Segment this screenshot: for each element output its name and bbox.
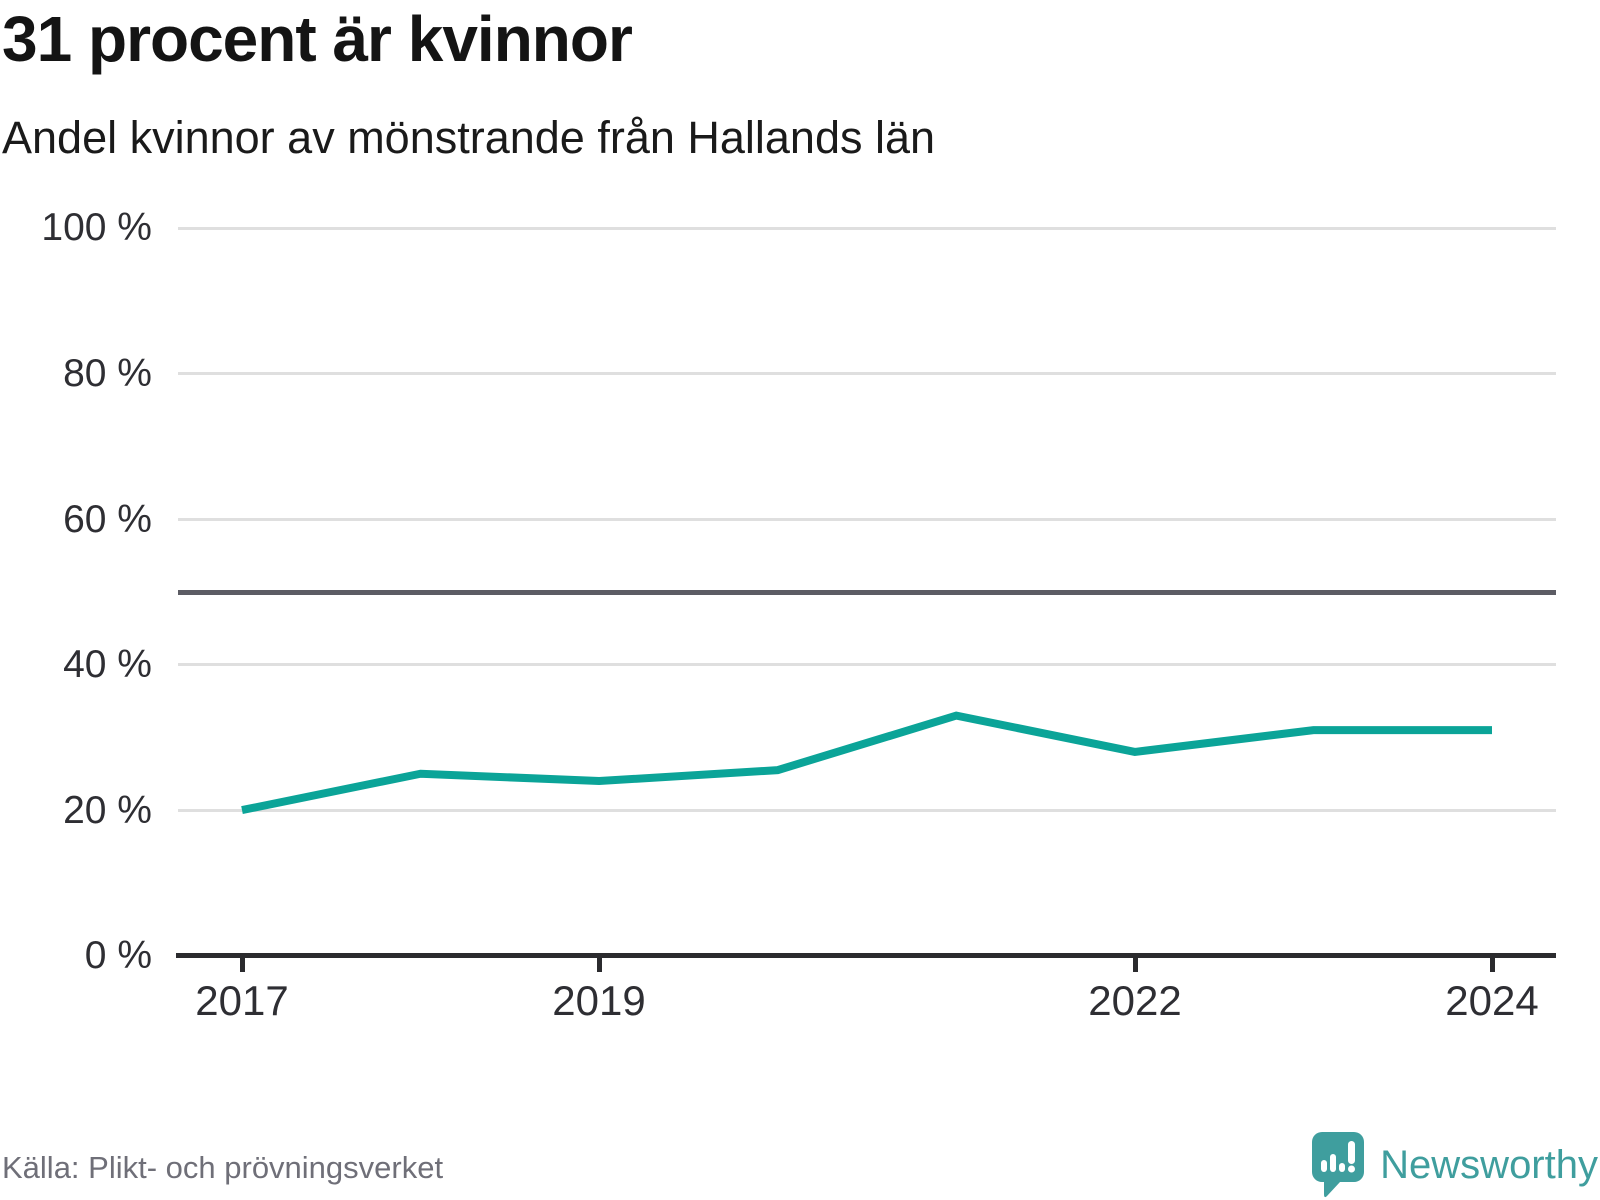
x-axis-line bbox=[176, 953, 1556, 958]
x-tick-2019 bbox=[597, 956, 602, 972]
reference-line-50 bbox=[178, 590, 1556, 595]
y-tick-label-40: 40 % bbox=[63, 643, 152, 686]
gridline-20 bbox=[178, 809, 1556, 812]
x-tick-label-2024: 2024 bbox=[1445, 977, 1539, 1024]
chart-subtitle: Andel kvinnor av mönstrande från Halland… bbox=[2, 112, 936, 163]
x-tick-label-2022: 2022 bbox=[1088, 977, 1182, 1024]
gridline-40 bbox=[178, 663, 1556, 666]
newsworthy-brand-name: Newsworthy bbox=[1380, 1142, 1598, 1187]
x-tick-2024 bbox=[1490, 956, 1495, 972]
y-tick-label-20: 20 % bbox=[63, 789, 152, 832]
gridline-100 bbox=[178, 227, 1556, 230]
gridline-60 bbox=[178, 518, 1556, 521]
x-tick-2017 bbox=[240, 956, 245, 972]
x-tick-label-2017: 2017 bbox=[195, 977, 289, 1024]
y-tick-label-80: 80 % bbox=[63, 352, 152, 395]
y-tick-label-0: 0 % bbox=[84, 934, 152, 977]
newsworthy-logo-icon bbox=[1312, 1132, 1365, 1198]
x-tick-2022 bbox=[1133, 956, 1138, 972]
y-tick-label-100: 100 % bbox=[41, 206, 152, 249]
newsworthy-brand: Newsworthy bbox=[1312, 1130, 1598, 1200]
source-note: Källa: Plikt- och prövningsverket bbox=[2, 1150, 444, 1185]
x-tick-label-2019: 2019 bbox=[552, 977, 646, 1024]
trend-line bbox=[241, 711, 1492, 815]
gridline-80 bbox=[178, 372, 1556, 375]
y-tick-label-60: 60 % bbox=[63, 498, 152, 541]
chart-title: 31 procent är kvinnor bbox=[2, 3, 633, 75]
